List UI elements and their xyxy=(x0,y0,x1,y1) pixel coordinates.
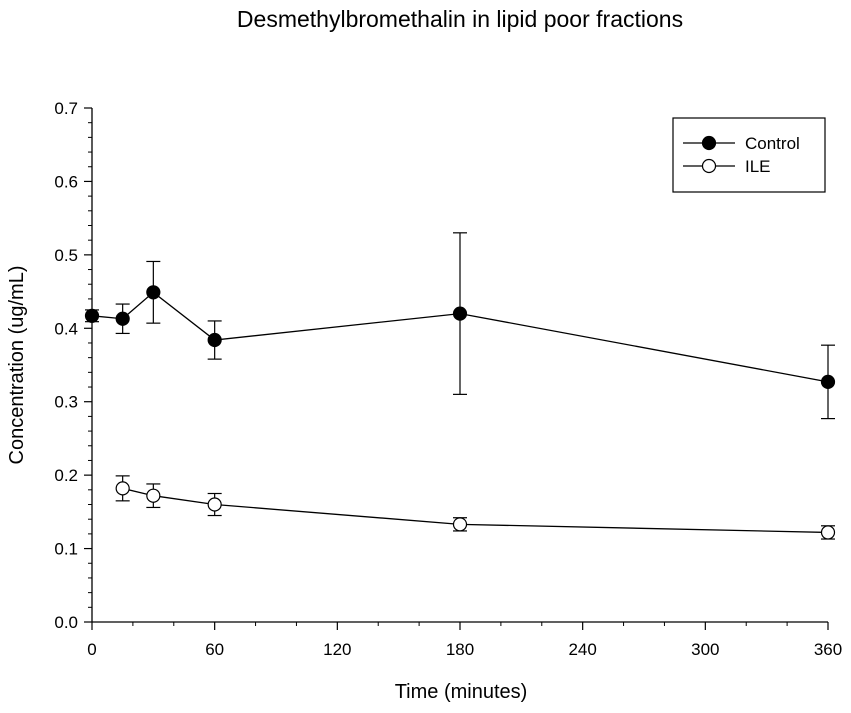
x-tick-label: 300 xyxy=(691,640,719,659)
y-tick-label: 0.1 xyxy=(54,540,78,559)
y-tick-label: 0.7 xyxy=(54,99,78,118)
series-line-ile xyxy=(122,487,829,534)
data-point-control xyxy=(146,285,161,300)
plot-area xyxy=(84,232,836,540)
x-tick-label: 240 xyxy=(568,640,596,659)
data-point-ile xyxy=(115,481,130,496)
chart-title: Desmethylbromethalin in lipid poor fract… xyxy=(237,6,683,32)
legend-marker-control xyxy=(701,135,717,151)
data-point-control xyxy=(452,306,468,321)
tick-group xyxy=(84,107,829,630)
data-point-ile xyxy=(207,497,222,512)
data-point-ile xyxy=(820,525,836,540)
y-tick-label: 0.0 xyxy=(54,613,78,632)
x-tick-label: 60 xyxy=(205,640,224,659)
x-axis-label: Time (minutes) xyxy=(395,681,528,703)
series-ile xyxy=(115,475,836,540)
legend: Control ILE xyxy=(672,117,826,193)
data-point-control xyxy=(207,332,222,348)
data-point-ile xyxy=(452,517,468,532)
y-tick-label: 0.4 xyxy=(54,319,78,338)
data-point-ile xyxy=(146,488,161,503)
y-tick-label: 0.2 xyxy=(54,466,78,485)
legend-label-control: Control xyxy=(745,134,800,153)
data-point-control xyxy=(115,311,130,326)
x-tick-label: 120 xyxy=(323,640,351,659)
y-axis-label: Concentration (ug/mL) xyxy=(6,266,28,465)
data-point-control xyxy=(820,374,836,389)
legend-label-ile: ILE xyxy=(745,157,771,176)
x-tick-label: 0 xyxy=(87,640,96,659)
y-tick-label: 0.5 xyxy=(54,246,78,265)
series-control xyxy=(84,232,836,420)
data-point-control xyxy=(84,308,100,323)
x-tick-label: 360 xyxy=(814,640,842,659)
y-tick-label: 0.3 xyxy=(54,393,78,412)
x-tick-label: 180 xyxy=(446,640,474,659)
y-tick-label: 0.6 xyxy=(54,172,78,191)
tick-label-group: 0.0 0.1 0.2 0.3 0.4 0.5 0.6 0.7 0 60 120 180 240 300 3… xyxy=(54,99,842,659)
legend-marker-ile xyxy=(701,158,717,174)
legend-box xyxy=(672,117,826,193)
